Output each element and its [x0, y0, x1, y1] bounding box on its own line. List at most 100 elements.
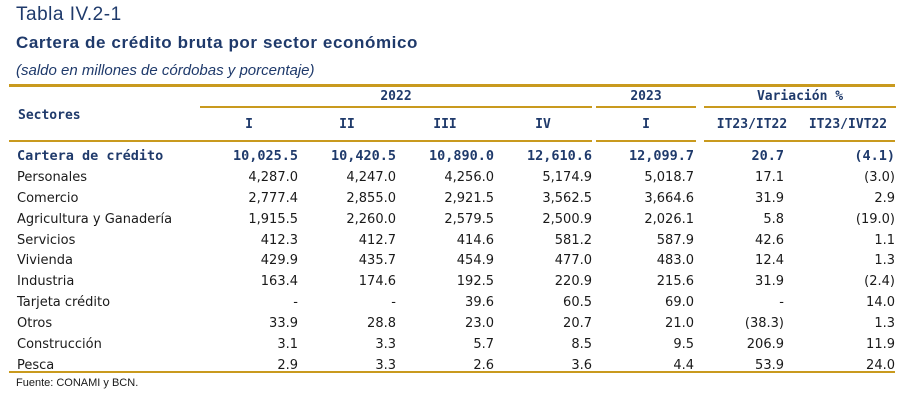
cell-value: 1,915.5: [248, 211, 298, 227]
cell-value: 9.5: [673, 336, 694, 352]
table-body: Cartera de crédito 10,025.5 10,420.5 10,890…: [9, 146, 895, 376]
cell-value: 31.9: [755, 274, 784, 290]
cell-value: 4.4: [673, 357, 694, 373]
cell-value: 10,420.5: [330, 148, 396, 165]
cell-value: 3,664.6: [644, 190, 694, 206]
rule-header-mid: [596, 140, 696, 142]
cell-value: 2,921.5: [444, 190, 494, 206]
cell-value: 5.7: [473, 336, 494, 352]
cell-value: 1.3: [874, 253, 895, 269]
cell-value: 5,018.7: [644, 169, 694, 185]
cell-value: 429.9: [260, 253, 298, 269]
table-row: Comercio 2,777.4 2,855.0 2,921.5 3,562.5 3,66…: [9, 188, 895, 209]
cell-value: 2,855.0: [346, 190, 396, 206]
cell-value: (3.0): [864, 169, 895, 185]
cell-value: 412.3: [260, 232, 298, 248]
table-number: Tabla IV.2-1: [16, 4, 122, 25]
rule-header-right: [704, 140, 895, 142]
header-sectors: Sectores: [18, 108, 81, 123]
row-label: Vivienda: [17, 253, 73, 269]
cell-value: 20.7: [751, 148, 784, 165]
cell-value: 17.1: [755, 169, 784, 185]
rule-2023: [596, 106, 696, 108]
cell-value: 192.5: [456, 274, 494, 290]
cell-value: 69.0: [665, 295, 694, 311]
cell-value: 477.0: [554, 253, 592, 269]
cell-value: 3,562.5: [542, 190, 592, 206]
credit-table: Cartera de crédito 10,025.5 10,420.5 10,890…: [9, 146, 895, 376]
cell-value: 31.9: [755, 190, 784, 206]
cell-value: 220.9: [554, 274, 592, 290]
top-rule: [9, 84, 895, 87]
header-q1-2022: I: [245, 117, 253, 132]
cell-value: 53.9: [755, 357, 784, 373]
cell-value: 435.7: [358, 253, 396, 269]
row-label: Cartera de crédito: [17, 148, 164, 165]
cell-value: 2.9: [277, 357, 298, 373]
cell-value: 2,026.1: [644, 211, 694, 227]
table-row-total: Cartera de crédito 10,025.5 10,420.5 10,890…: [9, 146, 895, 167]
cell-value: 587.9: [656, 232, 694, 248]
rule-header-left: [9, 140, 592, 142]
table-row: Personales 4,287.0 4,247.0 4,256.0 5,174.9 5,…: [9, 167, 895, 188]
cell-value: 3.1: [277, 336, 298, 352]
row-label: Comercio: [17, 190, 79, 206]
cell-value: -: [293, 295, 298, 311]
cell-value: (4.1): [854, 148, 895, 165]
cell-value: 3.3: [375, 336, 396, 352]
row-label: Construcción: [17, 336, 102, 352]
header-year-2022: 2022: [380, 89, 412, 104]
cell-value: 39.6: [465, 295, 494, 311]
table-row: Industria 163.4 174.6 192.5 220.9 215.6 31.9 (2…: [9, 271, 895, 292]
cell-value: -: [391, 295, 396, 311]
header-q3-2022: III: [433, 117, 457, 132]
cell-value: 12.4: [755, 253, 784, 269]
header-variation: Variación %: [756, 89, 844, 104]
cell-value: 12,099.7: [628, 148, 694, 165]
cell-value: 12,610.6: [526, 148, 592, 165]
cell-value: 11.9: [866, 336, 895, 352]
cell-value: 5.8: [763, 211, 784, 227]
cell-value: (19.0): [855, 211, 895, 227]
header-q2-2022: II: [339, 117, 355, 132]
cell-value: 2,579.5: [444, 211, 494, 227]
cell-value: (2.4): [864, 274, 895, 290]
source-note: Fuente: CONAMI y BCN.: [16, 377, 139, 389]
rule-2022: [200, 106, 592, 108]
cell-value: 23.0: [465, 316, 494, 332]
cell-value: 42.6: [755, 232, 784, 248]
cell-value: 483.0: [656, 253, 694, 269]
header-year-2023: 2023: [630, 89, 662, 104]
cell-value: 5,174.9: [542, 169, 592, 185]
cell-value: 20.7: [563, 316, 592, 332]
cell-value: 10,890.0: [428, 148, 494, 165]
header-var-it23-ivt22: IT23/IVT22: [808, 117, 888, 132]
cell-value: 1.1: [874, 232, 895, 248]
cell-value: 24.0: [866, 357, 895, 373]
row-label: Industria: [17, 274, 75, 290]
table-subtitle: (saldo en millones de córdobas y porcent…: [16, 62, 315, 79]
rule-variation: [704, 106, 896, 108]
cell-value: 28.8: [367, 316, 396, 332]
cell-value: 454.9: [456, 253, 494, 269]
cell-value: 174.6: [358, 274, 396, 290]
header-q4-2022: IV: [535, 117, 551, 132]
cell-value: 1.3: [874, 316, 895, 332]
cell-value: 2.6: [473, 357, 494, 373]
cell-value: 2.9: [874, 190, 895, 206]
cell-value: 60.5: [563, 295, 592, 311]
row-label: Otros: [17, 316, 53, 332]
cell-value: 163.4: [260, 274, 298, 290]
header-var-it23-it22: IT23/IT22: [716, 117, 788, 132]
cell-value: 412.7: [358, 232, 396, 248]
cell-value: 10,025.5: [232, 148, 298, 165]
cell-value: 206.9: [746, 336, 784, 352]
cell-value: 3.6: [571, 357, 592, 373]
cell-value: 581.2: [554, 232, 592, 248]
header-q1-2023: I: [642, 117, 650, 132]
cell-value: -: [779, 295, 784, 311]
table-row: Otros 33.9 28.8 23.0 20.7 21.0 (38.3) 1.3: [9, 313, 895, 334]
cell-value: 4,287.0: [248, 169, 298, 185]
cell-value: 2,777.4: [248, 190, 298, 206]
table-row: Servicios 412.3 412.7 414.6 581.2 587.9 42.6 1.…: [9, 230, 895, 251]
